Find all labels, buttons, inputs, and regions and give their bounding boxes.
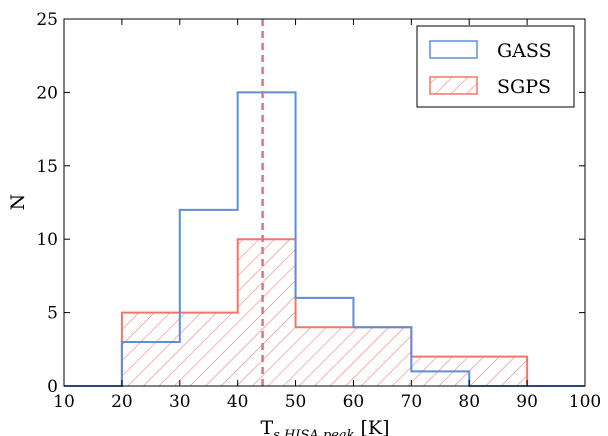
x-tick-label: 30 [169, 392, 191, 412]
y-tick-label: 10 [36, 230, 58, 250]
x-tick-label: 20 [111, 392, 133, 412]
x-tick-label: 60 [343, 392, 365, 412]
legend: GASS SGPS [416, 25, 575, 108]
x-tick-labels: 10 20 30 40 50 60 70 80 90 100 [53, 392, 601, 412]
x-tick-label: 70 [401, 392, 423, 412]
y-tick-label: 0 [47, 377, 58, 397]
x-tick-label: 50 [285, 392, 307, 412]
legend-label-gass: GASS [497, 40, 552, 62]
legend-label-sgps: SGPS [497, 76, 551, 98]
x-axis-title-unit: [K] [361, 417, 390, 436]
series-sgps-outline [64, 238, 585, 387]
x-tick-label: 10 [53, 392, 75, 412]
y-tick-label: 15 [36, 157, 58, 177]
x-tick-label: 100 [569, 392, 601, 412]
plot-marks [64, 19, 585, 387]
legend-swatch-gass [429, 40, 478, 59]
y-tick-label: 25 [36, 10, 58, 30]
x-tick-label: 80 [458, 392, 480, 412]
y-tick-label: 5 [47, 304, 58, 324]
y-tick-label: 20 [36, 83, 58, 103]
series-gass-outline [64, 91, 585, 387]
legend-swatch-sgps [429, 76, 478, 95]
x-axis-title-main: T [260, 417, 273, 436]
plot-frame [63, 18, 586, 387]
x-tick-label: 90 [516, 392, 538, 412]
series-sgps-hatch-fill [64, 239, 585, 386]
y-axis-title: N [7, 194, 29, 211]
x-axis-title: Ts,HISA,peak [K] [260, 417, 389, 436]
x-axis-title-sub: s,HISA,peak [273, 428, 354, 436]
y-tick-labels: 0 5 10 15 20 25 [36, 10, 58, 397]
x-tick-label: 40 [227, 392, 249, 412]
